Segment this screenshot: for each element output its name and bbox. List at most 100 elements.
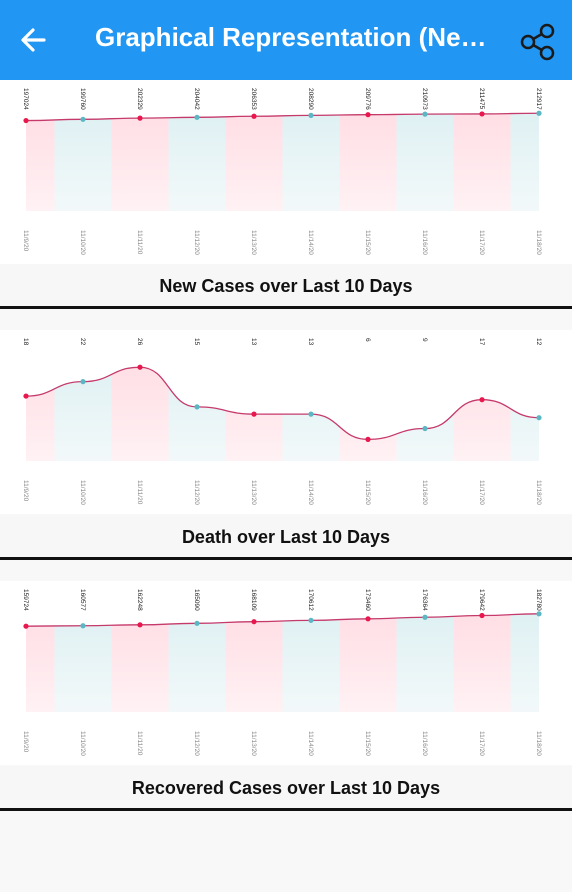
date-label: 11/12/20 (193, 731, 200, 756)
data-point (422, 425, 428, 432)
series-line (25, 366, 540, 441)
value-label: 13 (307, 338, 314, 346)
arrow-left-icon[interactable] (14, 20, 54, 60)
date-label: 11/9/20 (22, 230, 29, 252)
death-caption: Death over Last 10 Days (0, 515, 572, 559)
new-cases-caption: New Cases over Last 10 Days (0, 264, 572, 308)
value-label: 165090 (193, 589, 200, 611)
date-label: 11/12/20 (193, 480, 200, 505)
data-point (536, 415, 542, 421)
new-cases-chart: 197024 11/9/20 199760 11/10/20 202329 11/11/2… (22, 88, 542, 255)
data-point (137, 115, 143, 121)
date-label: 11/15/20 (364, 230, 371, 255)
data-point (194, 404, 200, 410)
value-label: 211475 (478, 88, 485, 110)
data-point (23, 117, 29, 124)
date-label: 11/12/20 (193, 230, 200, 255)
date-label: 11/15/20 (364, 480, 371, 505)
page-title: Graphical Representation (New... (95, 22, 495, 52)
series-line (25, 613, 540, 627)
data-point (308, 411, 314, 417)
value-label: 199760 (79, 88, 86, 110)
section-divider (0, 808, 572, 811)
date-label: 11/14/20 (307, 731, 314, 756)
value-label: 210973 (421, 88, 428, 110)
data-point (308, 617, 314, 623)
value-label: 18 (22, 338, 29, 346)
date-label: 11/13/20 (250, 731, 257, 756)
data-point (194, 114, 200, 120)
date-label: 11/14/20 (307, 480, 314, 505)
data-point (137, 364, 143, 370)
value-label: 12 (535, 338, 542, 346)
date-label: 11/11/20 (136, 480, 143, 505)
date-label: 11/18/20 (535, 230, 542, 255)
series-line (25, 112, 540, 122)
data-point (479, 397, 485, 403)
date-label: 11/18/20 (535, 731, 542, 756)
data-point (137, 622, 143, 628)
date-label: 11/14/20 (307, 230, 314, 255)
value-label: 206353 (250, 88, 257, 110)
date-label: 11/15/20 (364, 731, 371, 756)
value-label: 26 (136, 338, 143, 346)
value-label: 160577 (79, 589, 86, 611)
recovered-caption: Recovered Cases over Last 10 Days (0, 766, 572, 810)
date-label: 11/13/20 (250, 230, 257, 255)
data-point (308, 112, 314, 118)
date-label: 11/16/20 (421, 230, 428, 255)
date-label: 11/11/20 (136, 230, 143, 255)
value-label: 182780 (535, 589, 542, 611)
data-point (251, 411, 257, 417)
app-bar: Graphical Representation (New... (0, 0, 572, 80)
value-label: 212917 (535, 88, 542, 110)
area-fill (26, 613, 539, 712)
value-label: 204042 (193, 88, 200, 110)
date-label: 11/16/20 (421, 731, 428, 756)
section-divider (0, 306, 572, 309)
value-label: 13 (250, 338, 257, 346)
data-point (80, 379, 86, 385)
date-label: 11/18/20 (535, 480, 542, 505)
value-label: 173460 (364, 589, 371, 611)
date-label: 11/17/20 (478, 480, 485, 505)
date-label: 11/11/20 (136, 731, 143, 756)
date-label: 11/10/20 (79, 230, 86, 255)
data-point (80, 623, 86, 629)
data-point (536, 110, 542, 116)
data-point (251, 619, 257, 625)
value-label: 197024 (22, 88, 29, 110)
death-chart: 18 11/9/20 22 11/10/20 26 11/11/20 15 11/12/20 1… (22, 338, 542, 505)
value-label: 170612 (307, 589, 314, 611)
recovered-chart-card: 159724 11/9/20 160577 11/10/20 162248 11/11/2… (0, 581, 572, 765)
date-label: 11/10/20 (79, 731, 86, 756)
value-label: 15 (193, 338, 200, 346)
data-point (479, 612, 485, 619)
share-icon[interactable] (516, 20, 560, 64)
value-label: 208290 (307, 88, 314, 110)
data-point (23, 623, 29, 629)
value-label: 6 (364, 338, 371, 342)
date-label: 11/16/20 (421, 480, 428, 505)
value-label: 17 (478, 338, 485, 346)
value-label: 209776 (364, 88, 371, 110)
value-label: 168109 (250, 589, 257, 611)
data-point (365, 616, 371, 622)
value-label: 159724 (22, 589, 29, 611)
date-label: 11/10/20 (79, 480, 86, 505)
data-point (422, 111, 428, 117)
date-label: 11/9/20 (22, 731, 29, 753)
data-point (194, 620, 200, 626)
data-point (80, 116, 86, 122)
data-point (536, 611, 542, 617)
date-label: 11/13/20 (250, 480, 257, 505)
value-label: 162248 (136, 589, 143, 611)
area-fill (26, 367, 539, 461)
value-label: 9 (421, 338, 428, 342)
section-divider (0, 557, 572, 560)
death-chart-card: 18 11/9/20 22 11/10/20 26 11/11/20 15 11/12/20 1… (0, 330, 572, 514)
recovered-chart: 159724 11/9/20 160577 11/10/20 162248 11/11/2… (22, 589, 542, 756)
value-label: 179642 (478, 589, 485, 611)
data-point (251, 113, 257, 119)
data-point (365, 112, 371, 118)
